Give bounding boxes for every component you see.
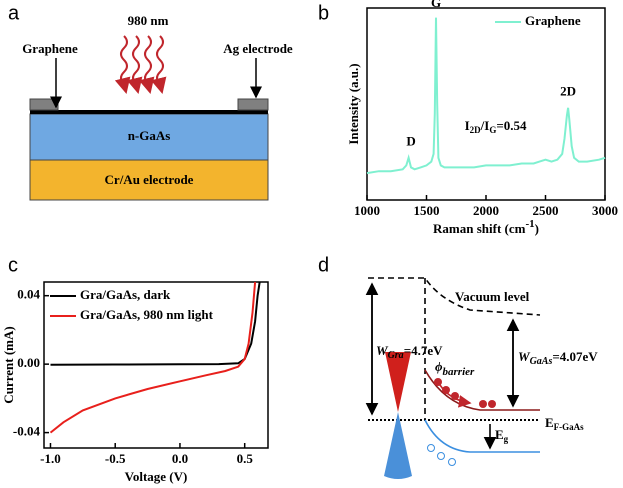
panel-label: c [8, 254, 18, 276]
label-part: =4.07eV [552, 349, 598, 364]
label-part: g [504, 434, 509, 444]
graphene-layer [30, 110, 268, 114]
label: n-GaAs [128, 128, 171, 143]
x-tick-label: 0.0 [172, 451, 188, 466]
label-part: E [495, 427, 504, 442]
label-part: =4.7eV [404, 343, 443, 358]
label: Cr/Au electrode [105, 172, 194, 187]
plot-frame [43, 281, 269, 449]
ratio-label-part: /I [480, 118, 490, 133]
label-part: W [376, 343, 389, 358]
plot-frame [366, 7, 606, 201]
label-part: F-GaAs [554, 422, 584, 432]
electrode [29, 98, 59, 111]
x-tick-label: 1500 [414, 203, 440, 218]
conduction-band [424, 369, 540, 411]
label: WGra=4.7eV [376, 343, 443, 361]
light-rays [114, 35, 167, 94]
legend-label: Graphene [525, 13, 581, 28]
x-axis-label: Raman shift (cm-1) [433, 218, 539, 236]
cr-au-layer [29, 159, 269, 201]
data-line [50, 282, 261, 366]
x-tick-label: 1000 [354, 203, 380, 218]
plot-area [366, 17, 606, 175]
x-tick-label: 3000 [592, 203, 618, 218]
label-part: W [518, 349, 531, 364]
label: Graphene [22, 41, 78, 56]
x-tick-label: 0.5 [237, 451, 254, 466]
legend-label: Gra/GaAs, dark [80, 287, 171, 302]
label: Vacuum level [455, 289, 530, 304]
vacuum-level [368, 277, 541, 316]
dirac-cone [384, 412, 412, 479]
electrons [434, 378, 496, 408]
peak-label: D [406, 133, 415, 148]
label-part: barrier [443, 366, 476, 378]
x-axis-label-part: ) [535, 221, 539, 236]
label: ϕbarrier [435, 359, 475, 378]
dirac-cone [385, 352, 411, 412]
panel-label: b [318, 2, 329, 24]
label-part: GaAs [530, 356, 553, 367]
label-part: Gra [388, 350, 404, 361]
ratio-label: I2D/IG=0.54 [465, 118, 527, 135]
valence-band [424, 419, 540, 453]
ratio-label-part: G [489, 125, 496, 135]
ratio-label-part: =0.54 [496, 118, 527, 133]
panel-label: d [318, 254, 329, 276]
data-line [366, 17, 606, 175]
ratio-label-part: I [465, 118, 470, 133]
label: Ag electrode [223, 41, 293, 56]
gaas-layer [29, 113, 269, 161]
y-axis-label: Intensity (a.u.) [346, 63, 361, 144]
y-tick-label: 0.04 [17, 287, 40, 302]
panel-label: a [8, 2, 20, 24]
y-axis-label: Current (mA) [1, 326, 16, 403]
band-diagram: Vacuum level WGra=4.7eV WGaAs=4.07eV ϕba… [365, 277, 598, 479]
x-tick-label: 2000 [473, 203, 499, 218]
label-part: E [545, 415, 554, 430]
label: 980 nm [128, 13, 169, 28]
electrode [237, 98, 269, 111]
y-tick-label: -0.04 [13, 424, 41, 439]
x-axis-label-part: Raman shift (cm [433, 221, 526, 236]
peak-label: 2D [560, 83, 576, 98]
ratio-label-part: 2D [470, 125, 482, 135]
label: EF-GaAs [545, 415, 584, 432]
x-axis-label-part: -1 [525, 218, 534, 230]
label-part: ϕ [435, 359, 443, 374]
peak-label: G [431, 0, 441, 10]
x-tick-label: -0.5 [105, 451, 126, 466]
holes [427, 444, 456, 466]
device-diagram: 980 nm Graphene Ag electrode n-GaAs Cr/A… [22, 13, 293, 201]
label: Eg [495, 427, 509, 444]
y-tick-label: 0.00 [17, 355, 40, 370]
x-axis-label: Voltage (V) [125, 469, 188, 484]
legend-label: Gra/GaAs, 980 nm light [80, 307, 214, 322]
plot-area [49, 282, 261, 434]
label: WGaAs=4.07eV [518, 349, 598, 367]
data-line [49, 282, 257, 434]
x-tick-label: 2500 [533, 203, 559, 218]
x-tick-label: -1.0 [40, 451, 61, 466]
